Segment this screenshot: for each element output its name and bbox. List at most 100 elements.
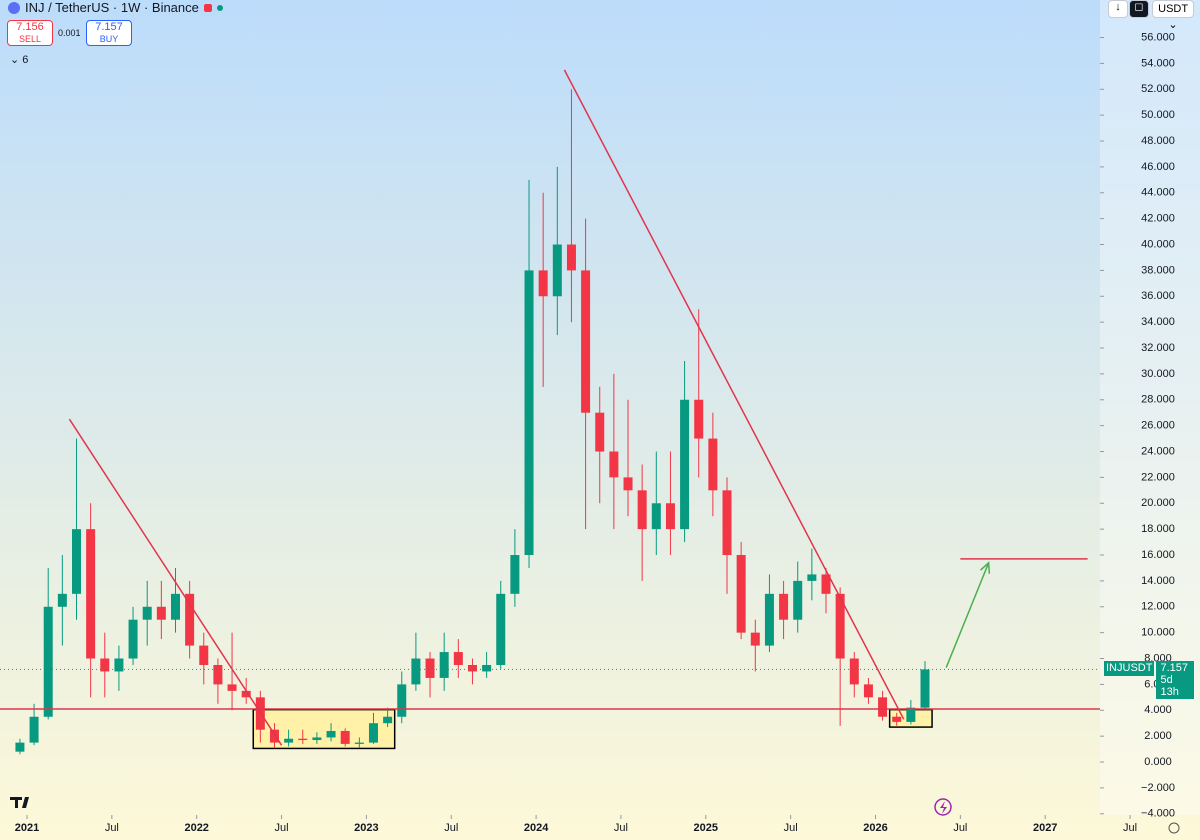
y-tick-label: 26.000 (1141, 420, 1175, 432)
candle-body (425, 658, 435, 678)
candle-body (284, 738, 294, 743)
price-symbol: INJUSDT (1104, 661, 1155, 677)
y-tick-label: 14.000 (1141, 575, 1175, 587)
candle-body (467, 664, 477, 672)
symbol-title: INJ / TetherUS · 1W · Binance (25, 0, 199, 15)
candle-body (57, 593, 67, 607)
candle-body (326, 730, 336, 738)
candle-body (185, 593, 195, 646)
candle-body (665, 503, 675, 530)
x-tick-label: 2025 (694, 822, 718, 834)
indicator-toggle[interactable]: ⌄ 6 (10, 54, 29, 66)
y-tick-label: 42.000 (1141, 213, 1175, 225)
x-tick-label: Jul (275, 822, 289, 834)
y-tick-label: 10.000 (1141, 627, 1175, 639)
candle-body (821, 574, 831, 594)
sell-price: 7.156 (16, 21, 44, 33)
candle-body (86, 529, 96, 659)
lightning-icon[interactable] (934, 798, 952, 816)
candle-body (538, 270, 548, 297)
symbol-icon (8, 1, 20, 14)
candle-body (566, 244, 576, 271)
candle-body (892, 716, 902, 722)
y-tick-label: 4.000 (1144, 704, 1172, 716)
candle-body (793, 580, 803, 620)
candle-body (298, 738, 308, 741)
currency-button[interactable]: USDT ⌄ (1152, 0, 1194, 31)
candle-body (368, 723, 378, 743)
candle-body (496, 593, 506, 665)
candle-body (863, 684, 873, 698)
compare-button[interactable]: ◻ (1129, 0, 1149, 18)
target-arrow (945, 561, 991, 668)
y-tick-label: 48.000 (1141, 135, 1175, 147)
plot-area (0, 69, 1100, 755)
x-tick-label: Jul (105, 822, 119, 834)
candle-body (383, 716, 393, 724)
candle-body (651, 503, 661, 530)
lightning-glyph (940, 801, 947, 814)
price-label: INJUSDT 7.157 5d 13h (1104, 661, 1194, 700)
y-tick-label: 20.000 (1141, 497, 1175, 509)
y-tick-label: 2.000 (1144, 730, 1172, 742)
candle-body (397, 684, 407, 717)
y-tick-label: 36.000 (1141, 290, 1175, 302)
x-tick-label: Jul (953, 822, 967, 834)
spread: 0.001 (58, 28, 81, 38)
y-tick-label: 22.000 (1141, 471, 1175, 483)
y-tick-label: 16.000 (1141, 549, 1175, 561)
y-tick-label: 30.000 (1141, 368, 1175, 380)
candle-body (411, 658, 421, 685)
y-tick-label: 34.000 (1141, 316, 1175, 328)
x-tick-label: 2027 (1033, 822, 1057, 834)
y-tick-label: 54.000 (1141, 57, 1175, 69)
candle-body (340, 730, 350, 744)
buy-price: 7.157 (95, 21, 123, 33)
buy-button[interactable]: 7.157 BUY (86, 20, 132, 46)
y-tick-label: −2.000 (1141, 782, 1175, 794)
candle-body (524, 270, 534, 556)
trend-line (563, 69, 905, 720)
candle-body (510, 555, 520, 594)
y-tick-label: 46.000 (1141, 161, 1175, 173)
x-tick-label: Jul (1123, 822, 1137, 834)
candle-body (623, 477, 633, 491)
candle-body (708, 438, 718, 491)
sell-button[interactable]: 7.156 SELL (7, 20, 53, 46)
countdown: 5d 13h (1160, 674, 1179, 699)
candle-body (43, 606, 53, 717)
candle-body (482, 664, 492, 672)
y-tick-label: 0.000 (1144, 756, 1172, 768)
x-tick-label: Jul (614, 822, 628, 834)
last-price: 7.157 (1160, 662, 1188, 675)
logo (10, 797, 29, 808)
y-tick-label: 18.000 (1141, 523, 1175, 535)
candle-body (694, 399, 704, 439)
candle-body (764, 593, 774, 646)
candle-body (71, 529, 81, 594)
x-tick-label: 2026 (863, 822, 887, 834)
download-button[interactable]: ↓ (1108, 0, 1128, 18)
x-tick-label: Jul (784, 822, 798, 834)
candle-body (170, 593, 180, 620)
sell-label: SELL (18, 34, 42, 44)
buy-label: BUY (99, 34, 119, 44)
candle-body (312, 737, 322, 741)
candle-body (637, 490, 647, 530)
settings-icon[interactable] (1168, 822, 1180, 834)
candle-body (439, 652, 449, 678)
candle-body (906, 707, 916, 722)
candle-body (453, 652, 463, 665)
candle-body (779, 593, 789, 620)
candle-body (128, 619, 138, 659)
symbol-header: INJ / TetherUS · 1W · Binance (8, 0, 223, 15)
candle-body (142, 606, 152, 620)
candle-body (29, 716, 39, 743)
y-tick-label: 56.000 (1141, 31, 1175, 43)
indicator-count: 6 (22, 54, 29, 66)
y-tick-label: 24.000 (1141, 445, 1175, 457)
price-value-box: 7.157 5d 13h (1156, 661, 1194, 700)
candle-body (581, 270, 591, 413)
y-tick-label: 38.000 (1141, 264, 1175, 276)
